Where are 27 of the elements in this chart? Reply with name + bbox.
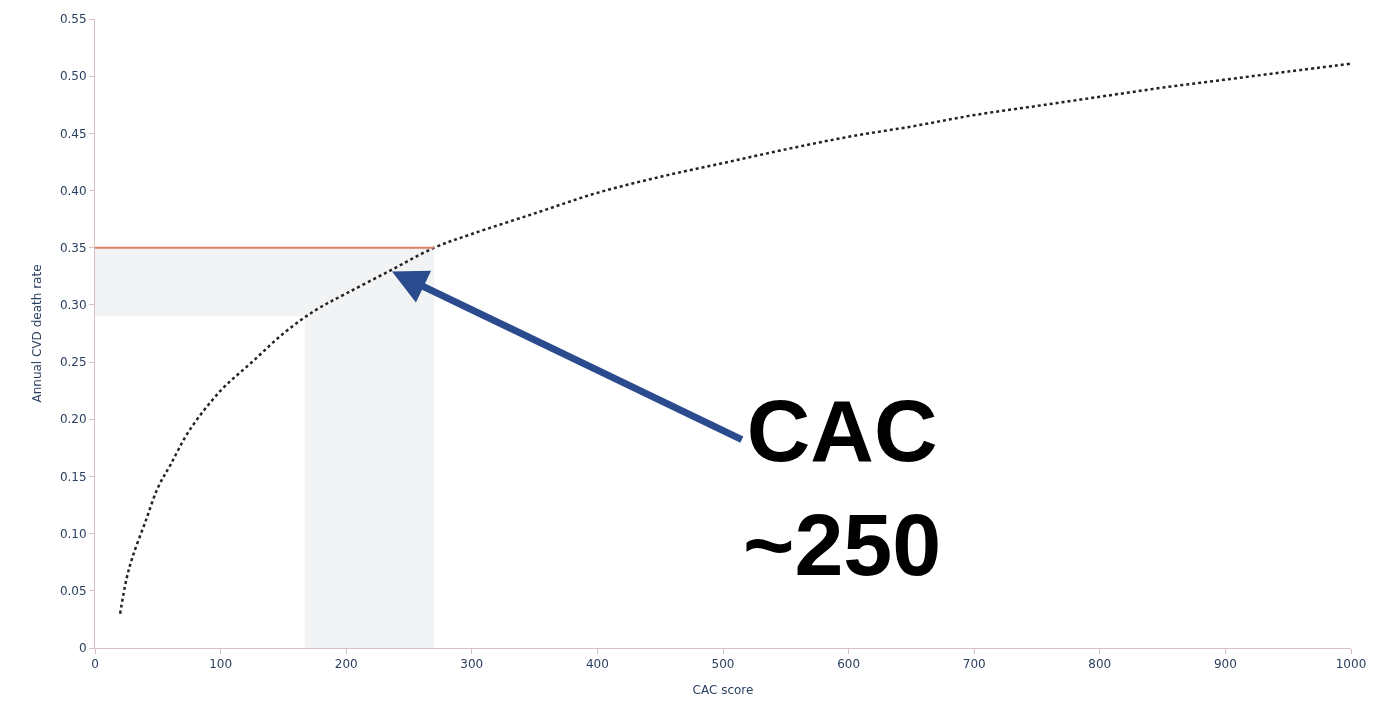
x-tick-label: 100 <box>209 657 233 672</box>
y-tick-label: 0.10 <box>59 526 87 541</box>
y-tick-label: 0.45 <box>59 126 87 141</box>
x-tick-label: 0 <box>91 657 99 672</box>
x-tick-label: 1000 <box>1335 657 1367 672</box>
y-tick-label: 0.40 <box>59 183 87 198</box>
y-tick-label: 0.15 <box>59 469 87 484</box>
y-tick-label: 0.20 <box>59 412 87 427</box>
y-tick-label: 0.05 <box>59 584 87 599</box>
y-axis-title: Annual CVD death rate <box>30 264 45 403</box>
y-tick-label: 0.55 <box>59 12 87 27</box>
line-series <box>118 62 1351 615</box>
x-tick-label: 300 <box>460 657 484 672</box>
x-tick-label: 500 <box>711 657 735 672</box>
y-tick-label: 0.50 <box>59 69 87 84</box>
x-tick-label: 200 <box>334 657 358 672</box>
y-tick-label: 0.30 <box>59 298 87 313</box>
x-tick-label: 800 <box>1088 657 1112 672</box>
x-tick-label: 700 <box>962 657 986 672</box>
x-tick-label: 900 <box>1213 657 1237 672</box>
x-tick-label: 600 <box>837 657 861 672</box>
y-tick-label: 0.35 <box>59 240 87 255</box>
x-axis-title: CAC score <box>692 683 754 698</box>
y-tick-label: 0 <box>78 641 87 656</box>
x-tick-label: 400 <box>585 657 609 672</box>
y-tick-label: 0.25 <box>59 355 87 370</box>
annotation: CAC ~250 <box>743 381 942 595</box>
